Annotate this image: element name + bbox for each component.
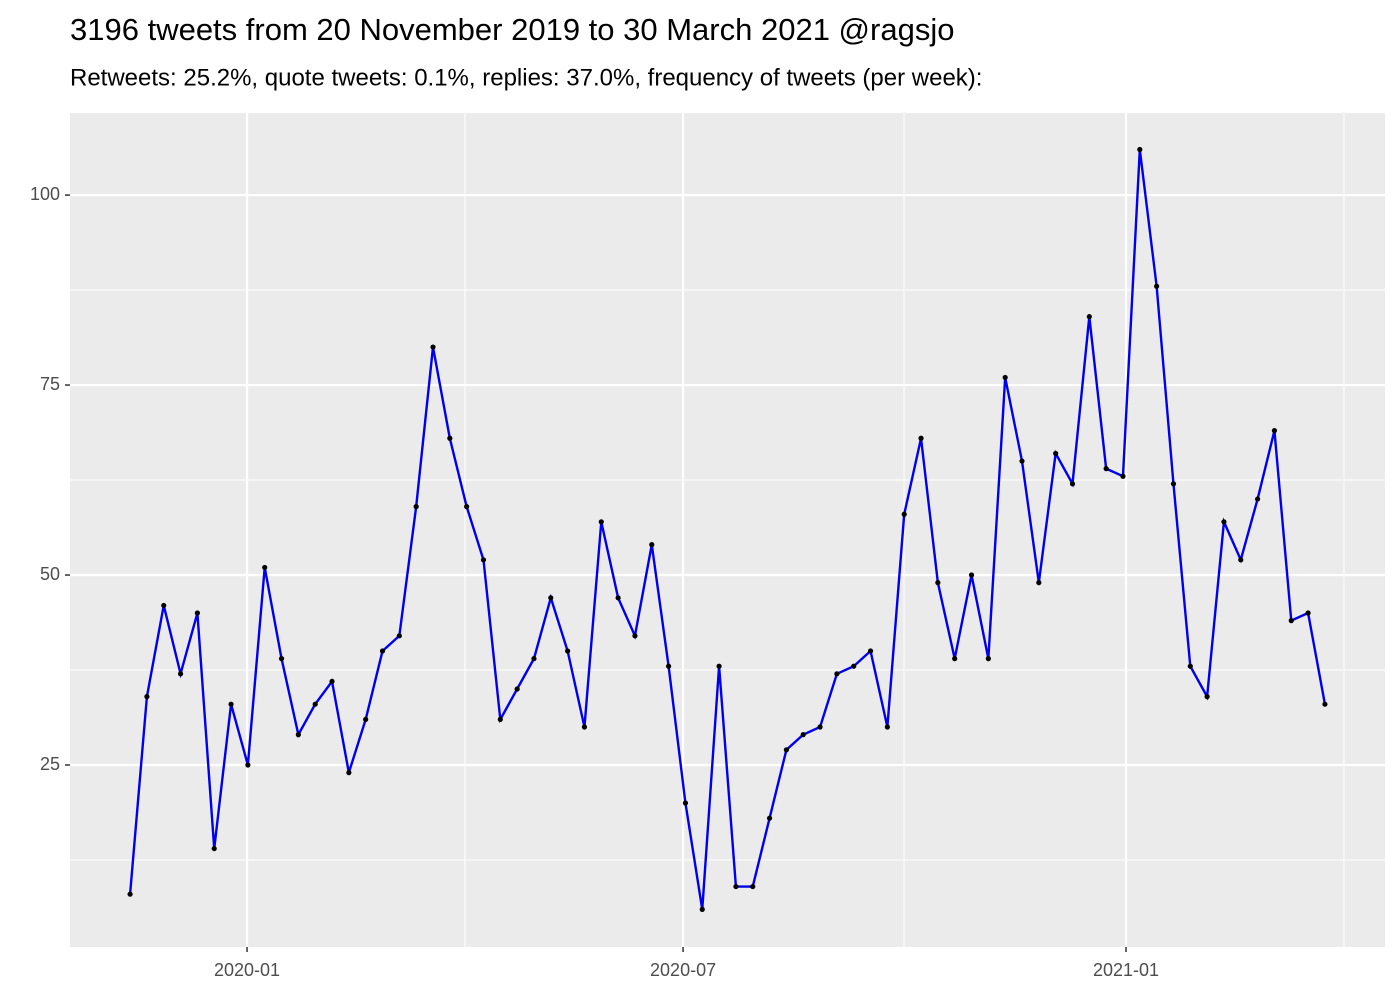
data-point — [834, 671, 840, 677]
x-tick-label: 2021-01 — [1093, 960, 1159, 980]
data-point — [1002, 374, 1008, 381]
data-point — [867, 648, 874, 654]
data-point — [766, 815, 773, 821]
data-point — [851, 663, 857, 669]
data-point — [548, 595, 554, 601]
data-point — [783, 747, 790, 753]
data-point — [1120, 473, 1126, 479]
data-point — [649, 542, 655, 548]
data-point — [295, 732, 301, 738]
data-point — [1187, 663, 1193, 669]
y-tick-label: 100 — [30, 184, 60, 204]
plot-background — [70, 113, 1385, 947]
data-point — [581, 724, 588, 730]
data-point — [1204, 694, 1210, 700]
data-point — [346, 770, 352, 776]
data-point — [262, 564, 268, 571]
data-point — [1322, 701, 1328, 707]
data-point — [464, 504, 470, 510]
series-line — [128, 149, 1327, 910]
data-point — [1036, 580, 1042, 586]
data-point — [211, 845, 217, 852]
data-point — [430, 344, 436, 350]
x-tick-label: 2020-01 — [214, 960, 280, 980]
data-point — [935, 580, 941, 586]
data-point — [228, 701, 234, 707]
data-point — [1137, 146, 1143, 153]
data-point — [245, 762, 251, 768]
data-point — [531, 656, 537, 662]
data-point — [363, 716, 369, 723]
data-point — [144, 694, 150, 700]
data-point — [1053, 450, 1059, 457]
data-point — [1305, 610, 1311, 616]
data-point — [1086, 314, 1092, 320]
data-point — [884, 724, 890, 730]
y-tick-label: 75 — [40, 374, 60, 394]
data-point — [952, 656, 958, 662]
data-point — [699, 906, 705, 912]
data-point — [615, 595, 621, 601]
chart-subtitle: Retweets: 25.2%, quote tweets: 0.1%, rep… — [70, 64, 982, 91]
data-point — [598, 519, 604, 525]
data-point — [665, 663, 672, 669]
data-point — [565, 648, 571, 654]
data-point — [1238, 557, 1244, 563]
data-point — [413, 504, 419, 510]
chart-title: 3196 tweets from 20 November 2019 to 30 … — [70, 12, 954, 47]
data-point — [1221, 519, 1227, 525]
data-point — [817, 724, 823, 730]
data-point — [127, 891, 133, 897]
data-point — [918, 435, 924, 441]
data-point — [968, 572, 975, 578]
data-point — [1154, 283, 1160, 289]
data-point — [800, 732, 806, 738]
data-point — [1103, 466, 1109, 472]
data-point — [161, 602, 167, 609]
data-point — [901, 511, 907, 517]
data-point — [1019, 458, 1025, 464]
data-point — [985, 656, 991, 662]
data-point — [194, 610, 200, 616]
data-point — [1069, 481, 1076, 487]
data-point — [312, 701, 318, 707]
data-point — [379, 648, 386, 654]
data-point — [497, 716, 503, 723]
data-point — [750, 883, 756, 890]
data-point — [177, 671, 184, 677]
data-point — [396, 633, 402, 639]
data-point — [733, 883, 739, 890]
data-point — [480, 557, 487, 563]
data-point — [1271, 428, 1278, 434]
data-point — [1255, 496, 1261, 502]
data-point — [514, 686, 520, 692]
y-tick-label: 25 — [40, 754, 60, 774]
data-point — [682, 800, 689, 806]
data-point — [1170, 481, 1177, 487]
y-tick-label: 50 — [40, 564, 60, 584]
data-point — [716, 663, 722, 669]
x-tick-label: 2020-07 — [650, 960, 716, 980]
data-point — [1288, 618, 1294, 624]
data-point — [278, 656, 285, 662]
data-point — [447, 435, 453, 441]
data-point — [632, 633, 638, 639]
data-point — [329, 678, 335, 685]
